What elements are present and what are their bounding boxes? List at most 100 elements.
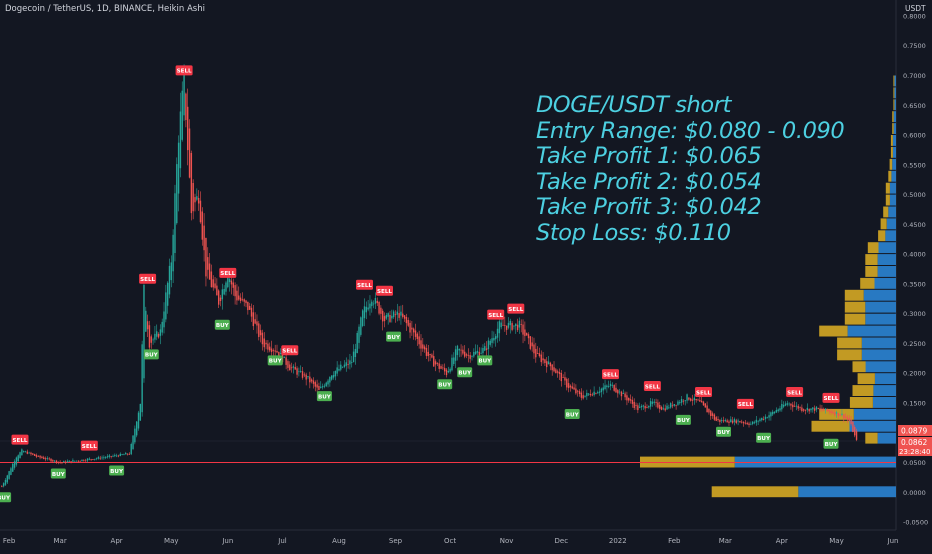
candle-body bbox=[782, 404, 785, 407]
candle-body bbox=[22, 451, 25, 453]
candle-body bbox=[533, 344, 535, 354]
sell-signal-bg bbox=[507, 303, 525, 314]
candle-body bbox=[278, 351, 280, 357]
buy-signal: BUY bbox=[318, 394, 332, 400]
candle-body bbox=[823, 409, 825, 411]
candle-body bbox=[719, 419, 721, 422]
candle-body bbox=[336, 367, 338, 374]
candle-body bbox=[442, 367, 444, 369]
candle-body bbox=[19, 452, 21, 459]
buy-signal: BUY bbox=[216, 323, 230, 329]
candle-body bbox=[529, 336, 532, 349]
buy-signal: BUY bbox=[757, 436, 771, 442]
candle-body bbox=[28, 452, 30, 454]
candle-body bbox=[227, 277, 229, 288]
candle-body bbox=[287, 361, 289, 368]
candle-body bbox=[715, 417, 717, 421]
candle-body bbox=[547, 361, 550, 365]
candle-body bbox=[272, 350, 275, 351]
candle-body bbox=[690, 398, 692, 401]
candle-body bbox=[35, 455, 38, 457]
candle-body bbox=[502, 324, 504, 326]
profile-bar-down bbox=[844, 301, 866, 313]
candle-body bbox=[358, 326, 360, 343]
profile-bar-up bbox=[874, 373, 896, 385]
buy-signal: BUY bbox=[478, 359, 492, 365]
candle-body bbox=[832, 411, 834, 414]
profile-bar-up bbox=[888, 206, 896, 218]
x-tick-label: Feb bbox=[668, 537, 681, 545]
x-tick-label: Apr bbox=[111, 537, 123, 545]
candle-body bbox=[88, 458, 90, 460]
candle-body bbox=[156, 331, 158, 337]
candle-body bbox=[97, 457, 100, 459]
profile-bar-up bbox=[798, 486, 896, 498]
candle-body bbox=[720, 420, 723, 421]
candle-body bbox=[405, 317, 408, 324]
candle-body bbox=[143, 285, 145, 379]
candle-body bbox=[819, 408, 821, 410]
profile-bar-down bbox=[865, 266, 878, 277]
buy-signal-bg bbox=[457, 367, 473, 378]
x-tick-label: 2022 bbox=[609, 537, 627, 545]
sell-signal: SELL bbox=[603, 372, 618, 378]
candle-body bbox=[114, 455, 116, 456]
candle-body bbox=[365, 306, 368, 313]
candle-body bbox=[573, 387, 575, 390]
candle-body bbox=[781, 404, 783, 410]
candle-body bbox=[850, 419, 852, 425]
sell-signal-bg bbox=[356, 279, 373, 290]
candle-body bbox=[770, 412, 772, 417]
buy-signal-bg bbox=[143, 349, 159, 360]
volume-profile bbox=[640, 75, 896, 498]
candle-body bbox=[334, 371, 337, 377]
sell-signal-bg bbox=[139, 273, 157, 284]
candle-body bbox=[731, 420, 734, 423]
candle-body bbox=[21, 449, 23, 456]
buy-signal-bg bbox=[756, 432, 772, 443]
candle-body bbox=[245, 300, 247, 304]
close-price-tag: 0.0862 bbox=[901, 438, 927, 447]
buy-signal-bg bbox=[675, 414, 691, 425]
candle-body bbox=[363, 306, 366, 319]
candle-body bbox=[600, 388, 603, 393]
candle-body bbox=[1, 486, 3, 488]
candle-body bbox=[66, 461, 69, 463]
candle-body bbox=[205, 237, 207, 277]
candle-body bbox=[125, 453, 127, 455]
candle-body bbox=[132, 435, 134, 449]
profile-bar-down bbox=[888, 170, 892, 182]
profile-bar-down bbox=[860, 277, 875, 289]
candle-body bbox=[478, 351, 480, 356]
candle-body bbox=[382, 310, 384, 322]
candle-body bbox=[465, 354, 468, 356]
candle-body bbox=[843, 414, 845, 419]
candle-body bbox=[423, 346, 426, 350]
candle-body bbox=[239, 297, 242, 301]
candle-body bbox=[710, 410, 712, 416]
candle-body bbox=[445, 369, 448, 376]
candle-body bbox=[660, 407, 663, 410]
candle-body bbox=[383, 316, 386, 322]
profile-bar-down bbox=[711, 486, 799, 498]
x-tick-label: Aug bbox=[332, 537, 346, 545]
candle-body bbox=[61, 462, 63, 464]
profile-bar-up bbox=[885, 230, 896, 242]
y-tick-label: 0.0500 bbox=[903, 459, 926, 467]
profile-bar-up bbox=[849, 420, 896, 432]
y-tick-label: 0.1500 bbox=[903, 400, 926, 408]
candle-body bbox=[72, 460, 74, 462]
candle-body bbox=[649, 401, 652, 407]
candle-body bbox=[300, 371, 302, 372]
candle-body bbox=[764, 416, 767, 420]
profile-bar-up bbox=[877, 432, 896, 444]
candle-body bbox=[371, 301, 373, 307]
profile-bar-down bbox=[892, 123, 894, 134]
trade-annotation: DOGE/USDT short Entry Range: $0.080 - 0.… bbox=[536, 92, 845, 246]
candle-body bbox=[833, 412, 836, 416]
candle-body bbox=[597, 392, 599, 394]
candle-body bbox=[4, 479, 7, 485]
candle-body bbox=[59, 461, 61, 463]
